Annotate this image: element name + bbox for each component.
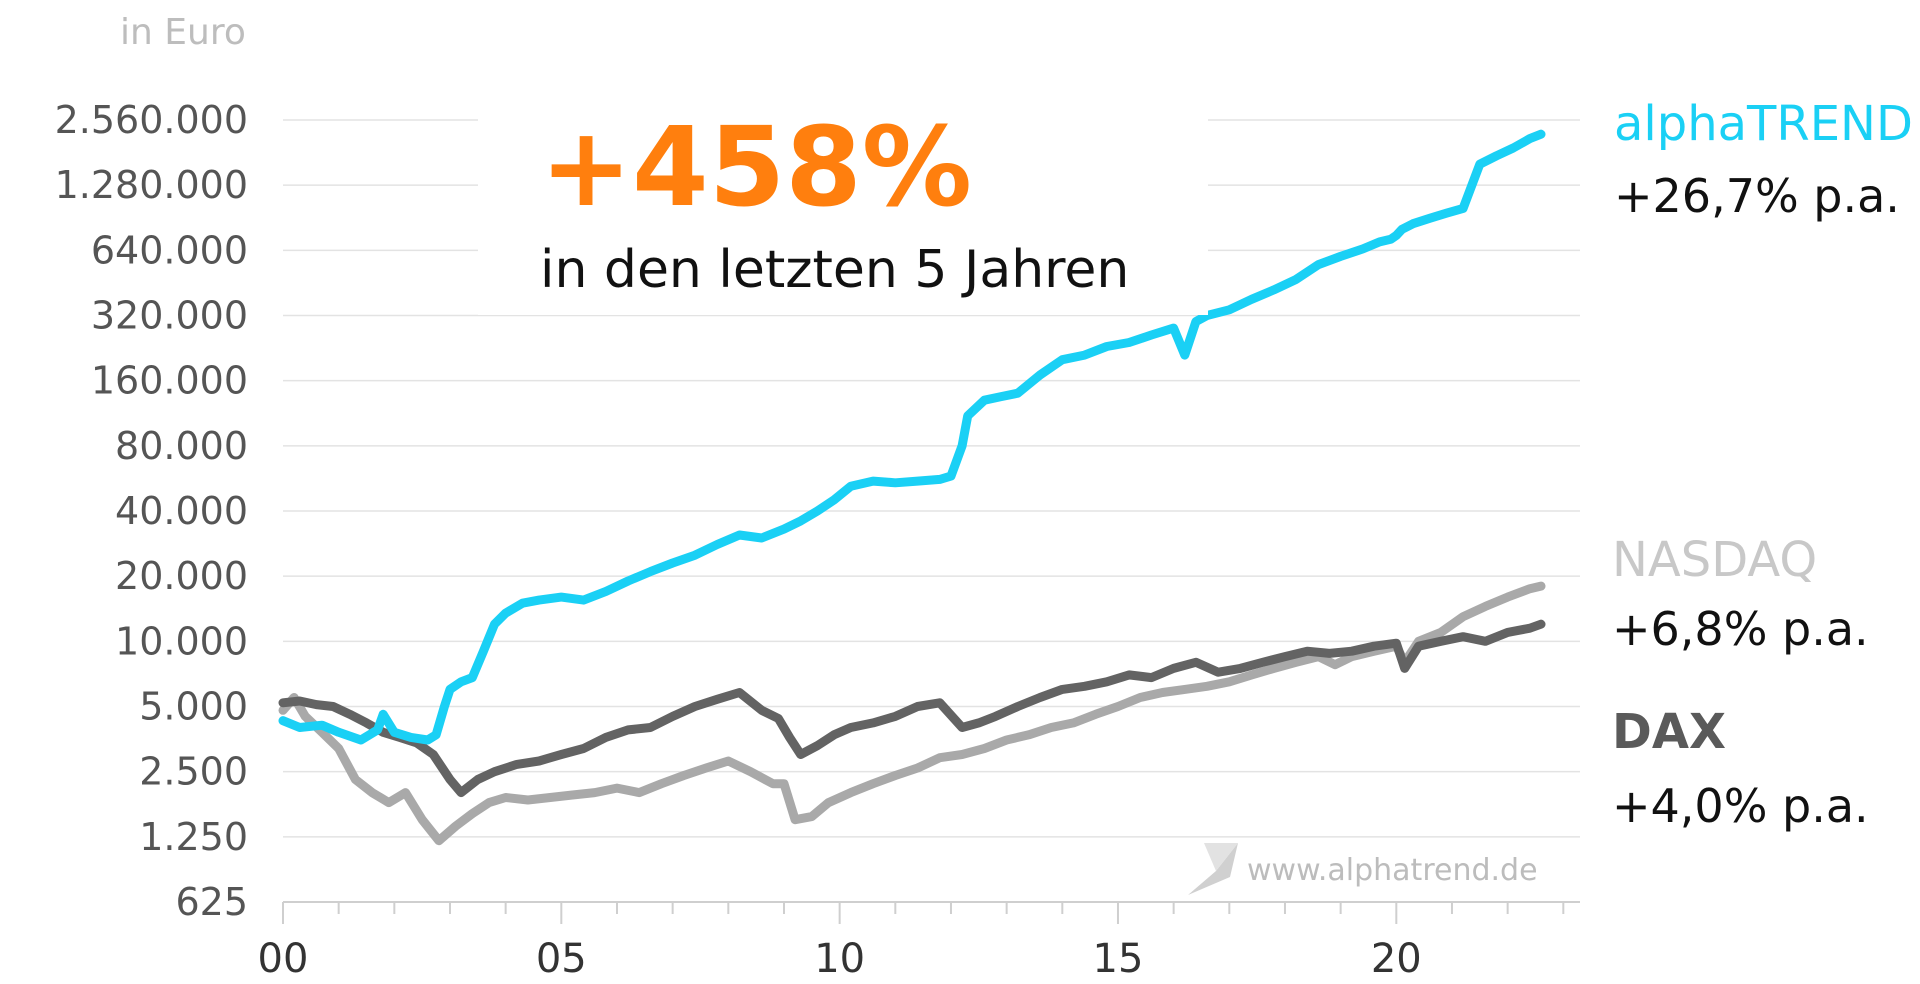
x-tick-label: 00 [258,936,309,982]
y-tick-label: 20.000 [115,554,248,598]
series-line-alphatrend [278,129,1546,745]
y-tick-label: 625 [175,880,248,924]
y-tick-label: 320.000 [91,294,248,338]
series-lines [278,129,1546,846]
x-tick-label: 20 [1371,936,1422,982]
headline-percentage: +458% [540,103,972,231]
y-tick-label: 80.000 [115,424,248,468]
series-line-dax [278,619,1546,798]
y-tick-label: 40.000 [115,489,248,533]
y-tick-label: 2.500 [139,750,248,794]
headline-backdrop [478,100,1208,315]
y-tick-label: 160.000 [91,359,248,403]
headline-subtitle: in den letzten 5 Jahren [540,240,1129,300]
y-tick-label: 1.280.000 [55,163,248,207]
legend-name-alphatrend: alphaTREND [1614,96,1913,152]
legend: alphaTREND +26,7% p.a. NASDAQ +6,8% p.a.… [1612,96,1913,833]
y-tick-label: 10.000 [115,619,248,663]
y-tick-label: 1.250 [139,815,248,859]
x-axis: 00 05 10 15 20 [258,901,1580,982]
y-tick-label: 640.000 [91,228,248,272]
series-line-nasdaq [278,581,1546,846]
y-tick-label: 5.000 [139,685,248,729]
watermark-url: www.alphatrend.de [1247,853,1538,888]
y-axis-unit-label: in Euro [120,12,246,53]
legend-return-alphatrend: +26,7% p.a. [1614,169,1900,223]
watermark: www.alphatrend.de [1188,843,1538,895]
legend-return-nasdaq: +6,8% p.a. [1612,602,1869,656]
y-axis: 625 1.250 2.500 5.000 10.000 20.000 40.000 80.0… [55,98,248,924]
legend-name-nasdaq: NASDAQ [1612,532,1817,588]
x-tick-label: 05 [536,936,587,982]
watermark-logo-icon [1188,843,1238,895]
legend-return-dax: +4,0% p.a. [1612,779,1869,833]
x-tick-label: 10 [814,936,865,982]
x-tick-label: 15 [1093,936,1144,982]
legend-name-dax: DAX [1612,704,1726,760]
y-tick-label: 2.560.000 [55,98,248,142]
